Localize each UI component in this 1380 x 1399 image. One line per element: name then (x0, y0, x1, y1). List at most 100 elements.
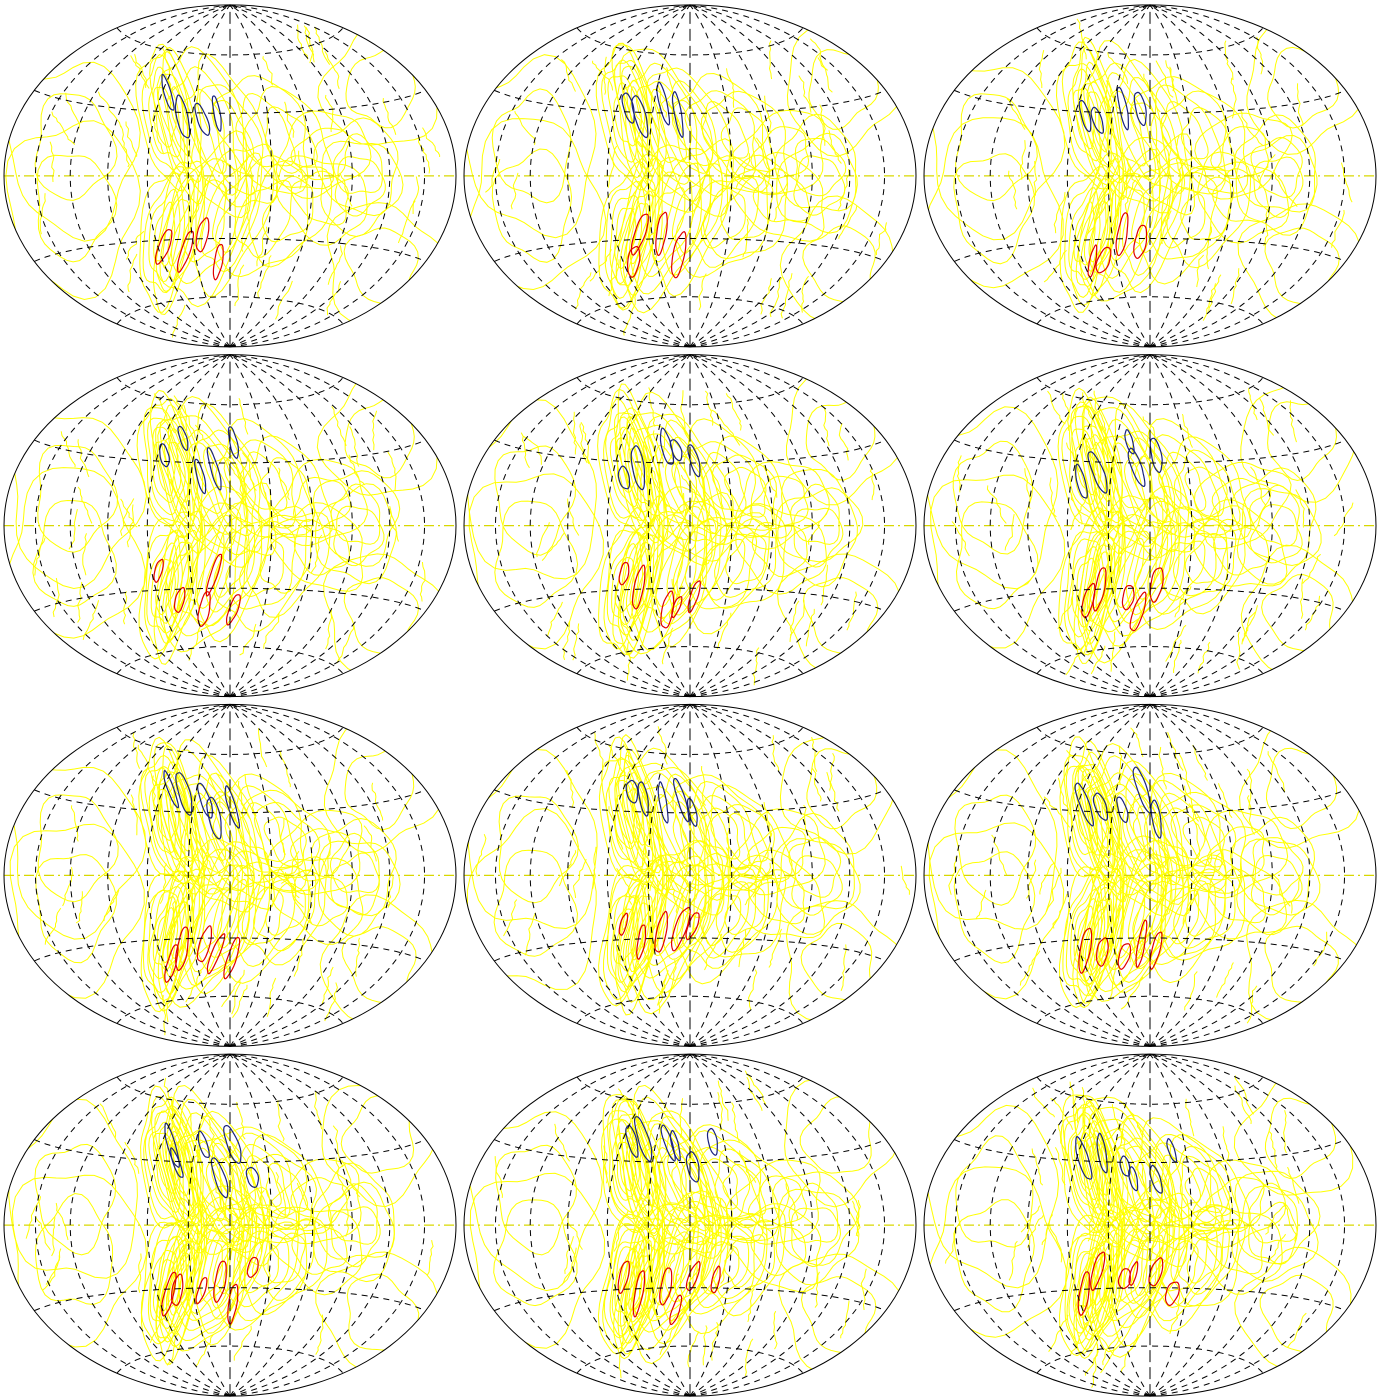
meridian--60 (606, 354, 691, 698)
meridian--120 (529, 4, 691, 348)
meridian-60 (229, 703, 314, 1047)
map-panel-4 (3, 354, 457, 698)
parallel-30 (954, 439, 1346, 464)
meridian--90 (107, 4, 231, 348)
meridian-120 (1149, 1053, 1311, 1397)
meridian--60 (1066, 4, 1151, 348)
meridian--30 (647, 354, 691, 697)
map-outline-11 (463, 1053, 917, 1397)
meridian-60 (1149, 1053, 1234, 1397)
meridian-60 (689, 703, 774, 1047)
parallel-30 (954, 89, 1346, 114)
panel-contours-10 (8, 1075, 438, 1378)
meridian--90 (567, 4, 691, 348)
meridian-30 (1149, 4, 1193, 348)
meridian-30 (1149, 354, 1193, 697)
meridian-30 (689, 4, 733, 348)
meridian--60 (146, 4, 231, 348)
meridian-120 (1149, 354, 1311, 698)
meridian--30 (647, 4, 691, 348)
map-panel-3 (923, 4, 1377, 348)
meridian--90 (567, 354, 691, 698)
parallel-30 (34, 89, 426, 114)
meridian-120 (689, 354, 851, 698)
map-outline-5 (463, 354, 917, 698)
meridian-60 (229, 1053, 314, 1397)
meridian-30 (1149, 704, 1193, 1047)
meridian--60 (146, 354, 231, 698)
meridian--120 (989, 703, 1151, 1047)
parallel-30 (494, 89, 886, 114)
panel-contours-5 (467, 375, 903, 686)
map-panel-12 (923, 1053, 1377, 1397)
meridian--60 (606, 4, 691, 348)
panel-contours-11 (467, 1070, 903, 1379)
meridian-60 (1149, 703, 1234, 1047)
panel-contours-6 (925, 369, 1360, 676)
panel-contours-7 (9, 722, 443, 1036)
meridian-60 (229, 4, 314, 348)
meridian--90 (107, 1053, 231, 1397)
meridian--90 (1027, 4, 1151, 348)
map-panel-5 (463, 354, 917, 698)
meridian-90 (1149, 703, 1273, 1047)
meridian--30 (187, 4, 231, 348)
meridian-90 (229, 4, 353, 348)
meridian--60 (606, 703, 691, 1047)
meridian--120 (69, 703, 231, 1047)
panel-contours-12 (926, 1071, 1354, 1388)
meridian--120 (69, 1053, 231, 1397)
meridian-90 (1149, 4, 1273, 348)
parallel-30 (954, 789, 1346, 814)
map-outline-2 (463, 4, 917, 348)
meridian--90 (1027, 354, 1151, 698)
map-panel-2 (463, 4, 917, 348)
meridian--90 (1027, 703, 1151, 1047)
meridian-90 (1149, 1053, 1273, 1397)
panel-contours-3 (924, 18, 1364, 330)
map-panel-9 (923, 703, 1377, 1047)
parallel-30 (494, 439, 886, 464)
map-outline-6 (923, 354, 1377, 698)
map-outline-1 (3, 4, 457, 348)
panel-contours-1 (5, 21, 448, 338)
map-panel-8 (463, 703, 917, 1047)
meridian-120 (229, 354, 391, 698)
meridian--120 (69, 354, 231, 698)
meridian-30 (229, 4, 273, 348)
meridian--60 (1066, 703, 1151, 1047)
meridian--30 (187, 354, 231, 697)
meridian--120 (989, 1053, 1151, 1397)
map-panel-7 (3, 703, 457, 1047)
meridian-120 (1149, 4, 1311, 348)
map-panel-11 (463, 1053, 917, 1397)
map-panel-6 (923, 354, 1377, 698)
parallel-30 (34, 439, 426, 464)
meridian--60 (1066, 1053, 1151, 1397)
meridian--30 (187, 1053, 231, 1397)
meridian--90 (107, 703, 231, 1047)
map-outline-3 (923, 4, 1377, 348)
meridian-90 (229, 1053, 353, 1397)
meridian-120 (689, 1053, 851, 1397)
meridian-60 (229, 354, 314, 698)
map-outline-10 (3, 1053, 457, 1397)
meridian--90 (1027, 1053, 1151, 1397)
meridian-120 (1149, 703, 1311, 1047)
meridian-30 (229, 704, 273, 1047)
map-panel-1 (3, 4, 457, 348)
meridian--120 (529, 1053, 691, 1397)
meridian--120 (989, 4, 1151, 348)
panel-contours-4 (5, 370, 446, 677)
map-outline-9 (923, 703, 1377, 1047)
meridian--120 (529, 703, 691, 1047)
meridian--30 (1107, 1053, 1151, 1397)
panel-contours-9 (927, 720, 1366, 1024)
meridian-30 (229, 354, 273, 697)
parallel-30 (34, 1139, 426, 1163)
meridian--60 (146, 703, 231, 1047)
meridian--30 (1107, 4, 1151, 348)
parallel-30 (494, 789, 886, 814)
meridian-90 (689, 4, 813, 348)
